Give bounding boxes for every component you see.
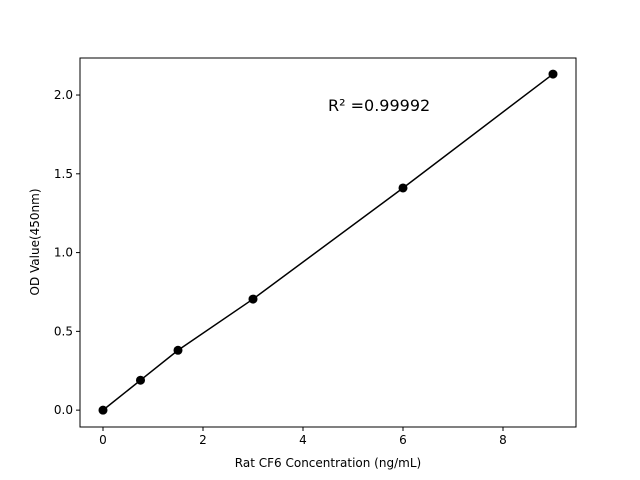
plot-frame: [79, 57, 577, 428]
data-point: [173, 345, 183, 355]
series-line: [102, 73, 554, 411]
y-tick-label: 1.0: [54, 246, 73, 260]
x-axis-label: Rat CF6 Concentration (ng/mL): [235, 456, 421, 470]
y-axis-label: OD Value(450nm): [28, 188, 42, 295]
data-point: [136, 375, 145, 385]
series-group: [98, 69, 558, 415]
x-tick-label: 2: [199, 433, 207, 447]
x-tick-label: 4: [299, 433, 307, 447]
x-tick-label: 0: [99, 433, 107, 447]
y-tick-label: 0.0: [54, 403, 73, 417]
x-tick-label: 8: [499, 433, 507, 447]
y-tick-label: 0.5: [54, 324, 73, 338]
data-point: [248, 294, 258, 304]
data-point: [548, 69, 558, 79]
y-tick-label: 1.5: [54, 167, 73, 181]
r-squared-annotation: R² =0.99992: [328, 96, 430, 115]
y-axis-ticks: 0.0 0.5 1.0 1.5 2.0: [54, 88, 80, 417]
data-point: [98, 405, 108, 415]
x-tick-label: 6: [399, 433, 407, 447]
data-point: [398, 183, 408, 193]
y-tick-label: 2.0: [54, 88, 73, 102]
x-axis-ticks: 0 2 4 6 8: [99, 427, 507, 447]
